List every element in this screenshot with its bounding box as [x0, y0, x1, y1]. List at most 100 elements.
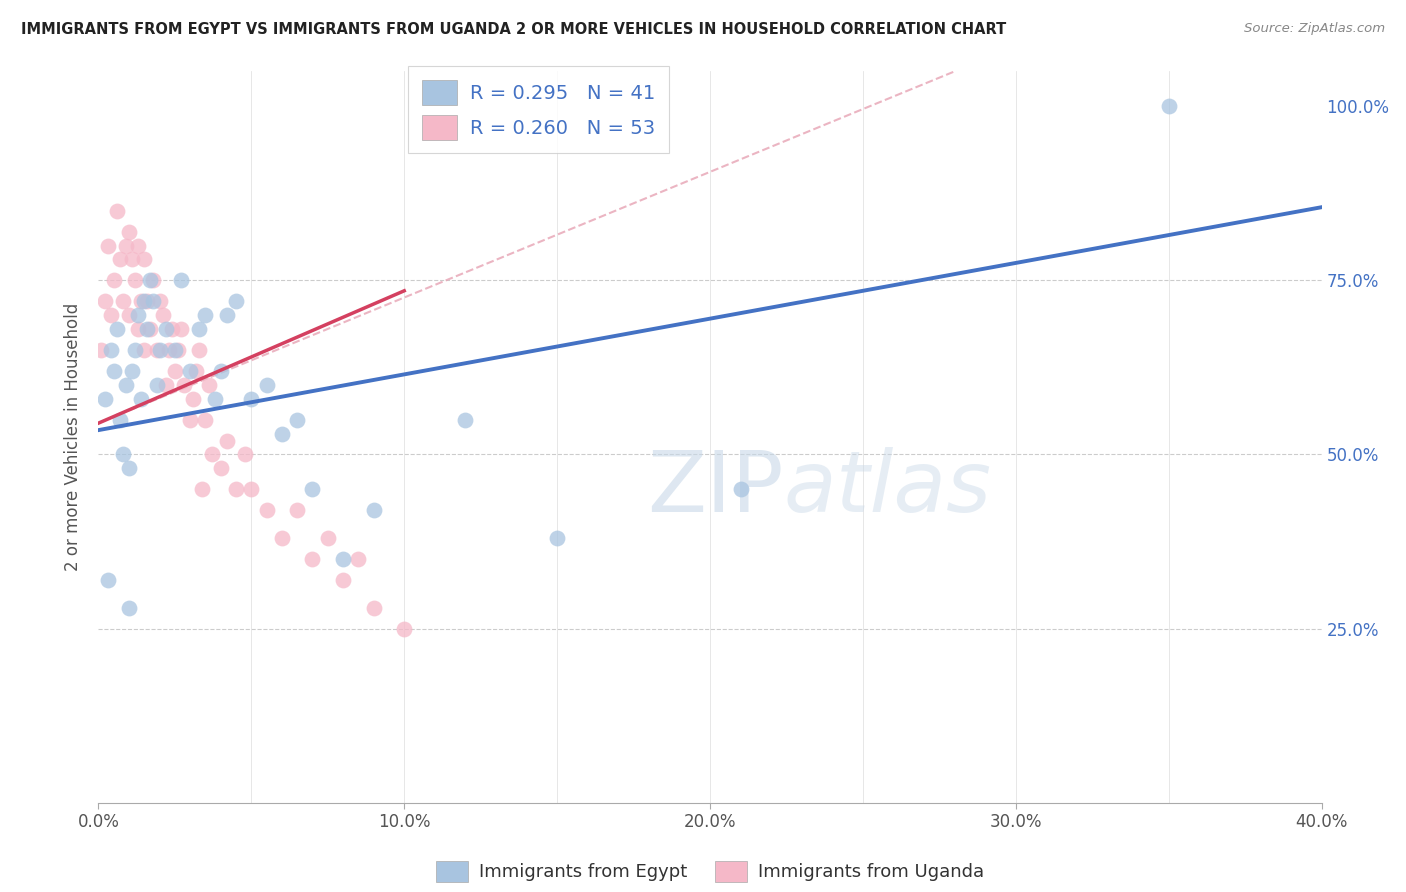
Point [163, 343, 186, 357]
Point [145, 377, 167, 392]
Point [127, 308, 149, 322]
Point [127, 238, 149, 252]
Point [93, 294, 115, 309]
Point [270, 426, 292, 441]
Point [134, 294, 156, 309]
Point [200, 448, 222, 462]
Text: Source: ZipAtlas.com: Source: ZipAtlas.com [1244, 22, 1385, 36]
Point [301, 483, 323, 497]
Point [188, 343, 211, 357]
Point [363, 600, 385, 615]
Point [118, 308, 141, 322]
Point [215, 308, 238, 322]
Point [149, 343, 172, 357]
Point [142, 273, 165, 287]
Point [188, 322, 211, 336]
Point [179, 412, 201, 426]
Point [160, 322, 183, 336]
Point [115, 238, 138, 252]
Point [155, 377, 177, 392]
Point [173, 377, 195, 392]
Point [103, 273, 125, 287]
Point [121, 252, 143, 267]
Point [240, 483, 263, 497]
Point [209, 461, 232, 475]
Point [121, 364, 143, 378]
Point [186, 364, 208, 378]
Point [149, 294, 172, 309]
Point [170, 273, 193, 287]
Point [256, 377, 278, 392]
Point [124, 273, 146, 287]
Point [301, 552, 323, 566]
Point [111, 294, 134, 309]
Point [152, 308, 174, 322]
Point [546, 531, 568, 545]
Point [134, 252, 156, 267]
Point [90, 343, 112, 357]
Point [134, 343, 156, 357]
Legend: Immigrants from Egypt, Immigrants from Uganda: Immigrants from Egypt, Immigrants from U… [429, 854, 991, 888]
Point [105, 322, 128, 336]
Point [157, 343, 180, 357]
Point [332, 573, 354, 587]
Text: atlas: atlas [783, 447, 991, 530]
Point [115, 377, 138, 392]
Y-axis label: 2 or more Vehicles in Household: 2 or more Vehicles in Household [65, 303, 83, 571]
Point [363, 503, 385, 517]
Point [129, 392, 152, 406]
Point [93, 392, 115, 406]
Point [155, 322, 177, 336]
Point [194, 308, 217, 322]
Point [97, 573, 120, 587]
Point [240, 392, 263, 406]
Point [194, 412, 217, 426]
Point [145, 343, 167, 357]
Point [215, 434, 238, 448]
Point [209, 364, 232, 378]
Point [256, 503, 278, 517]
Point [285, 412, 308, 426]
Text: ZIP: ZIP [647, 447, 783, 530]
Point [111, 448, 134, 462]
Point [142, 294, 165, 309]
Point [167, 343, 190, 357]
Point [170, 322, 193, 336]
Point [124, 343, 146, 357]
Point [100, 308, 122, 322]
Point [204, 392, 226, 406]
Point [285, 503, 308, 517]
Point [105, 203, 128, 218]
Point [347, 552, 370, 566]
Point [103, 364, 125, 378]
Point [139, 322, 162, 336]
Point [127, 322, 149, 336]
Point [118, 225, 141, 239]
Point [163, 364, 186, 378]
Point [730, 483, 752, 497]
Point [454, 412, 477, 426]
Point [316, 531, 339, 545]
Point [191, 483, 214, 497]
Point [233, 448, 256, 462]
Point [108, 412, 131, 426]
Point [392, 622, 416, 636]
Point [1157, 99, 1180, 113]
Point [100, 343, 122, 357]
Point [332, 552, 354, 566]
Point [118, 461, 141, 475]
Point [179, 364, 201, 378]
Point [197, 377, 219, 392]
Point [270, 531, 292, 545]
Point [108, 252, 131, 267]
Point [136, 294, 159, 309]
Point [225, 294, 247, 309]
Point [97, 238, 120, 252]
Text: IMMIGRANTS FROM EGYPT VS IMMIGRANTS FROM UGANDA 2 OR MORE VEHICLES IN HOUSEHOLD : IMMIGRANTS FROM EGYPT VS IMMIGRANTS FROM… [21, 22, 1007, 37]
Point [129, 294, 152, 309]
Point [181, 392, 204, 406]
Point [136, 322, 159, 336]
Point [139, 273, 162, 287]
Point [118, 600, 141, 615]
Point [225, 483, 247, 497]
